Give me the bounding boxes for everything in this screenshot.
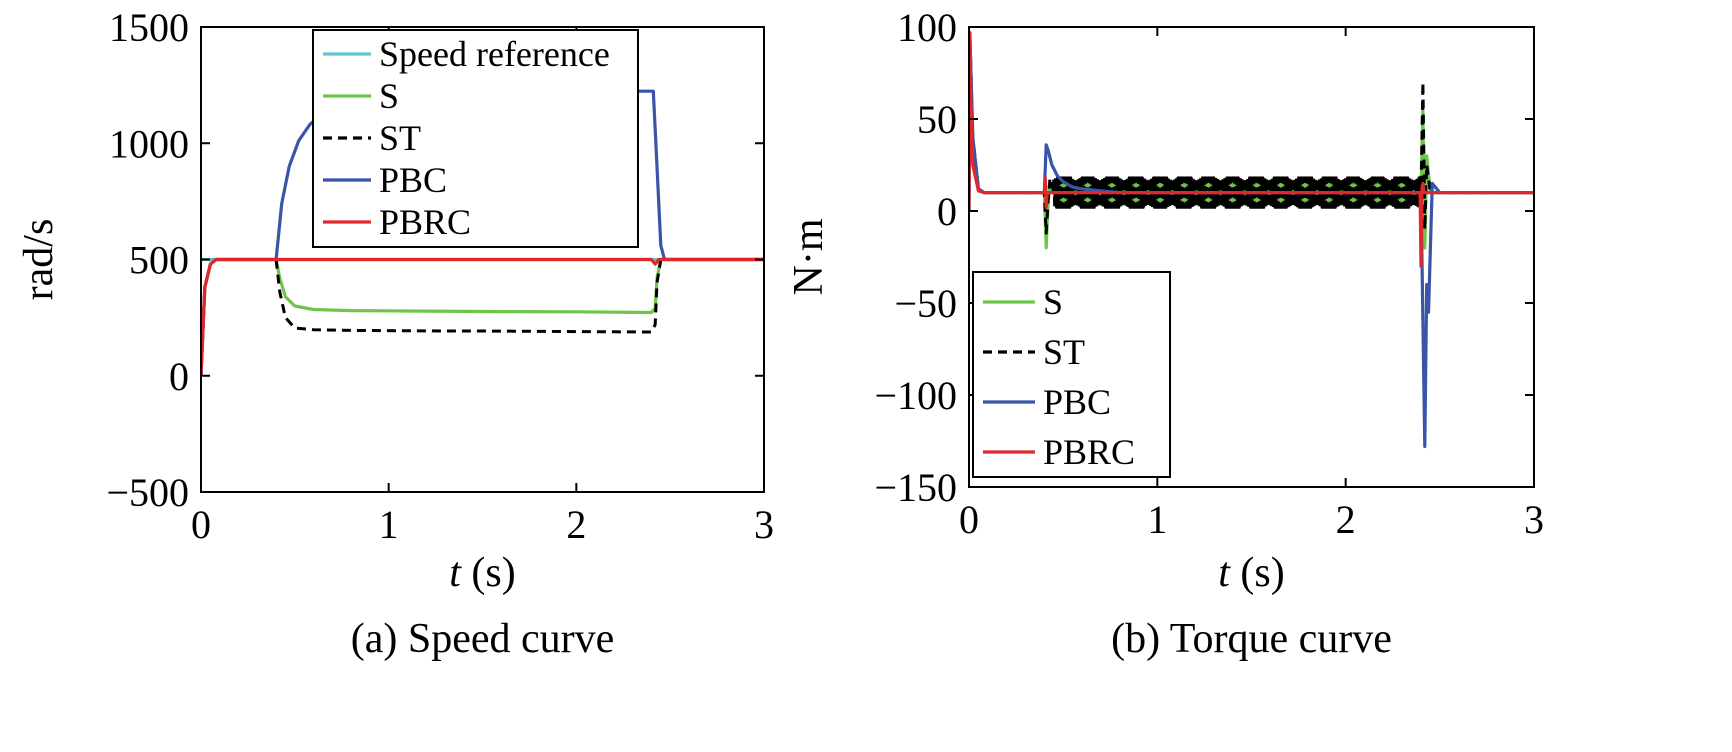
series-line-st (969, 34, 1534, 235)
x-axis-label-var: t (449, 550, 462, 596)
series-line-s (201, 257, 764, 376)
torque-chart: 0 1 2 3 −150 −100 −50 0 50 100 N·m t (s) (b) Torque … (786, 5, 1544, 662)
y-tick-label: 0 (937, 189, 957, 234)
y-axis-label: rad/s (16, 219, 62, 301)
series-line-pbrc (201, 257, 764, 376)
y-tick-label: −100 (874, 373, 957, 418)
series-line-pbrc (969, 30, 1534, 268)
legend-label-st: ST (379, 118, 421, 158)
legend-label-s: S (379, 76, 399, 116)
legend: S ST PBC PBRC (972, 271, 1171, 478)
y-tick-label: −500 (106, 470, 189, 515)
legend-box (972, 271, 1171, 478)
y-tick-label: 1500 (109, 5, 189, 50)
x-tick-label: 2 (566, 502, 586, 547)
x-tick-label: 1 (1147, 497, 1167, 542)
y-tick-label: 1000 (109, 121, 189, 166)
legend-label-pbc: PBC (379, 160, 447, 200)
y-tick-label: 50 (917, 97, 957, 142)
series-line-st (201, 258, 764, 376)
x-axis-label-unit: (s) (1230, 550, 1285, 596)
y-tick-label: −150 (874, 465, 957, 510)
x-axis-label-var: t (1218, 550, 1231, 596)
x-tick-label: 0 (959, 497, 979, 542)
y-tick-label: 500 (129, 238, 189, 283)
legend-label-pbc: PBC (1043, 382, 1111, 422)
y-tick-label: −50 (894, 281, 957, 326)
x-axis-label: t (s) (1218, 550, 1285, 596)
x-tick-label: 1 (379, 502, 399, 547)
series-group (969, 30, 1534, 449)
legend-box (312, 29, 639, 248)
legend-label-speed-reference: Speed reference (379, 34, 610, 74)
x-tick-label: 0 (191, 502, 211, 547)
x-axis-label: t (s) (449, 550, 516, 596)
legend-label-pbrc: PBRC (379, 202, 471, 242)
x-tick-label: 2 (1336, 497, 1356, 542)
x-tick-label: 3 (1524, 497, 1544, 542)
legend-label-pbrc: PBRC (1043, 432, 1135, 472)
y-tick-label: 100 (897, 5, 957, 50)
legend-label-st: ST (1043, 332, 1085, 372)
x-axis-label-unit: (s) (461, 550, 516, 596)
chart-caption: (a) Speed curve (351, 616, 615, 662)
series-group (201, 89, 764, 376)
y-tick-label: 0 (169, 354, 189, 399)
plot-frame (968, 26, 1535, 488)
series-line-s (969, 34, 1534, 250)
chart-caption: (b) Torque curve (1111, 616, 1392, 662)
y-axis-label: N·m (786, 218, 832, 295)
legend-label-s: S (1043, 282, 1063, 322)
x-tick-label: 3 (754, 502, 774, 547)
